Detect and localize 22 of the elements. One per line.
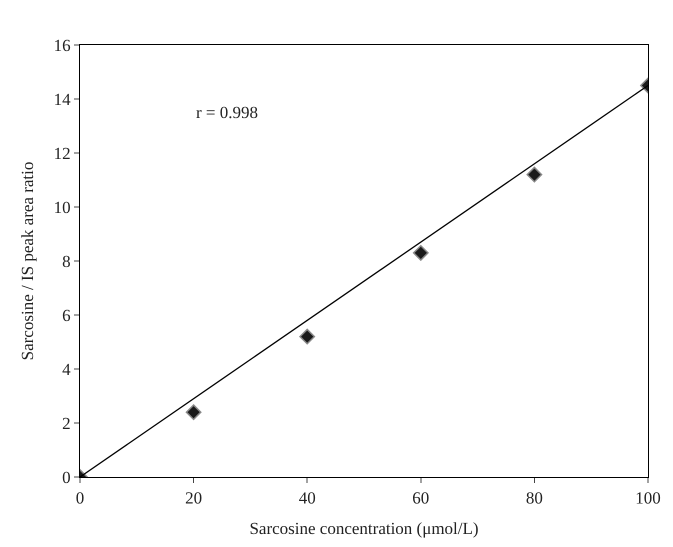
y-tick-label: 16	[54, 36, 71, 55]
point	[412, 245, 429, 261]
y-tick-label: 6	[62, 306, 71, 325]
point	[299, 328, 316, 344]
point	[526, 166, 542, 182]
y-axis-title: Sarcosine / IS peak area ratio	[18, 162, 38, 360]
y-tick-label: 14	[54, 90, 72, 109]
x-tick-label: 0	[76, 488, 84, 508]
y-tick-label: 2	[62, 414, 71, 433]
x-axis-title: Sarcosine concentration (μmol/L)	[249, 518, 479, 538]
y-tick-label: 0	[62, 468, 71, 487]
point	[186, 404, 202, 420]
x-tick-label: 40	[298, 488, 316, 508]
x-tick-label: 80	[526, 488, 543, 508]
x-tick-label: 100	[635, 488, 661, 508]
x-tick-label: 20	[185, 488, 202, 508]
x-tick-label: 60	[412, 488, 430, 508]
annotation: r = 0.998	[196, 103, 258, 122]
y-tick-label: 10	[54, 198, 71, 217]
y-tick-label: 4	[62, 360, 72, 379]
y-tick-label: 12	[54, 144, 71, 163]
y-tick-label: 8	[62, 252, 71, 271]
